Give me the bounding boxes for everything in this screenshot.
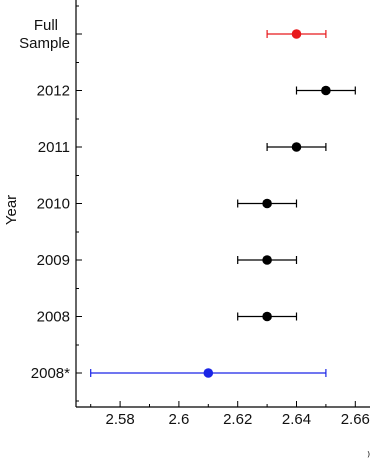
data-point xyxy=(321,85,331,96)
y-axis-label: Year xyxy=(3,195,20,225)
data-point xyxy=(262,311,272,322)
x-tick-label: 2.64 xyxy=(282,411,311,428)
data-point xyxy=(262,198,272,209)
y-tick-label: Full Sample xyxy=(19,17,70,52)
data-point xyxy=(291,29,302,39)
y-tick-label: 2009 xyxy=(37,252,70,269)
data-point xyxy=(291,142,302,152)
x-tick-label: 2.6 xyxy=(168,411,189,428)
y-tick-labels: Full Sample 2012 2011 2010 2009 2008 2008* xyxy=(19,5,82,402)
axes xyxy=(75,0,370,408)
data-marks xyxy=(90,29,356,378)
x-tick-label: 2.66 xyxy=(341,411,370,428)
y-tick-label: 2008 xyxy=(37,309,70,326)
y-tick-label: 2012 xyxy=(37,83,70,100)
y-tick-label: 2008* xyxy=(31,365,70,382)
x-tick-labels: 2.58 2.6 2.62 2.64 2.66 xyxy=(90,401,370,428)
x-axis-overflow-mark: ⁾ xyxy=(367,449,370,463)
y-tick-label: 2010 xyxy=(37,196,70,213)
y-tick-label: 2011 xyxy=(38,139,70,156)
data-point xyxy=(262,255,272,265)
x-tick-label: 2.62 xyxy=(223,411,252,428)
x-tick-label: 2.58 xyxy=(105,411,134,428)
data-point xyxy=(203,368,214,378)
